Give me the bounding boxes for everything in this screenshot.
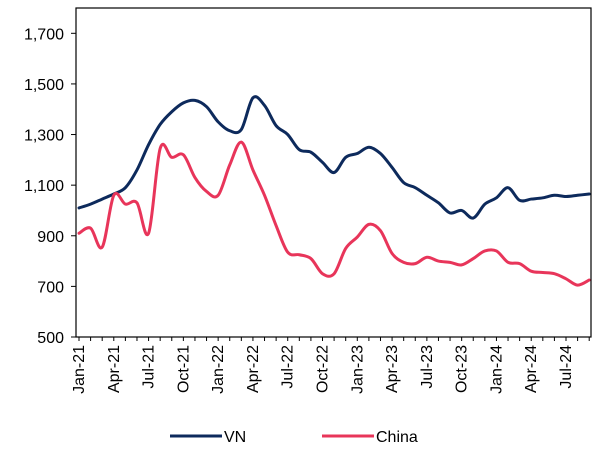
series-line-china xyxy=(77,140,591,287)
x-tick-label: Oct-23 xyxy=(454,345,471,393)
y-axis-ticks xyxy=(71,32,76,338)
y-tick-label: 1,100 xyxy=(24,178,64,195)
series-lines xyxy=(77,95,591,287)
x-tick-label: Jan-21 xyxy=(71,345,88,394)
x-axis-ticks xyxy=(78,337,590,341)
x-tick-label: Apr-24 xyxy=(523,345,540,393)
x-tick-label: Jul-22 xyxy=(280,345,297,389)
x-tick-label: Jan-22 xyxy=(210,345,227,394)
x-tick-label: Apr-21 xyxy=(106,345,123,393)
x-axis-labels: Jan-21 Apr-21 Jul-21 Oct-21 Jan-22 Apr-22 Jul-… xyxy=(71,345,575,394)
legend-label-vn: VN xyxy=(224,429,246,446)
y-tick-label: 500 xyxy=(37,330,64,347)
x-tick-label: Oct-21 xyxy=(175,345,192,393)
y-axis-labels: 500 700 900 1,100 1,300 1,500 1,700 xyxy=(24,26,64,347)
x-tick-label: Apr-22 xyxy=(245,345,262,393)
x-tick-label: Jul-24 xyxy=(558,345,575,389)
y-tick-label: 1,300 xyxy=(24,128,64,145)
x-tick-label: Jul-21 xyxy=(141,345,158,389)
x-tick-label: Jul-23 xyxy=(419,345,436,389)
legend: VN China xyxy=(170,429,418,446)
x-tick-label: Oct-22 xyxy=(315,345,332,393)
legend-label-china: China xyxy=(376,429,418,446)
x-tick-label: Jan-24 xyxy=(488,345,505,394)
x-tick-label: Apr-23 xyxy=(384,345,401,393)
series-line-vn xyxy=(77,95,591,220)
plot-frame xyxy=(75,7,592,338)
y-tick-label: 1,500 xyxy=(24,77,64,94)
x-tick-label: Jan-23 xyxy=(349,345,366,394)
y-tick-label: 1,700 xyxy=(24,26,64,43)
y-tick-label: 700 xyxy=(37,279,64,296)
y-tick-label: 900 xyxy=(37,229,64,246)
